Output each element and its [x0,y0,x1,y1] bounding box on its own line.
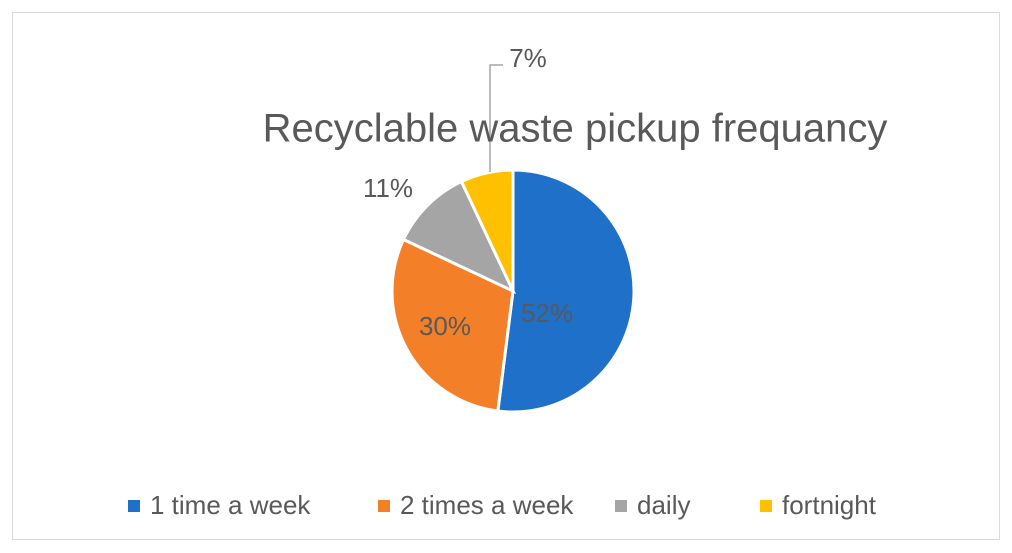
legend-swatch [378,500,390,512]
pie-slice [390,237,515,413]
data-label: 7% [509,43,547,73]
legend-label: 1 time a week [150,490,311,520]
legend-label: fortnight [782,490,877,520]
legend-label: 2 times a week [400,490,574,520]
data-label: 11% [363,173,413,203]
chart-title: Recyclable waste pickup frequancy [263,107,888,151]
pie-slice [496,168,636,414]
legend-swatch [128,500,140,512]
pie-slice [459,168,515,292]
data-label: 30% [419,311,471,341]
pie-slice [401,179,517,295]
legend-swatch [760,500,772,512]
legend-swatch [615,500,627,512]
data-label: 52% [521,298,573,328]
legend-label: daily [637,490,690,520]
leader-line [489,64,503,172]
